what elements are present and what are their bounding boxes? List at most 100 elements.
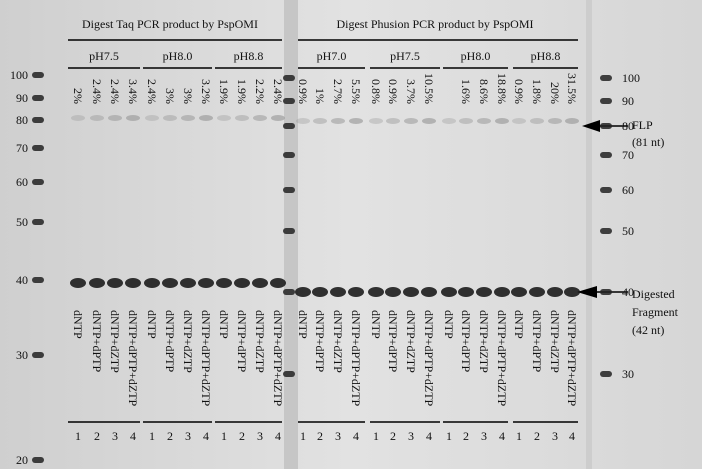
fragment-band xyxy=(547,287,563,297)
fragment-band xyxy=(348,287,364,297)
flp-band xyxy=(459,118,473,124)
percent-label: 1.9% xyxy=(217,79,231,104)
flp-band xyxy=(163,115,177,121)
lane-number: 4 xyxy=(203,429,209,443)
marker-label: 40 xyxy=(622,285,634,299)
lane-number: 1 xyxy=(221,429,227,443)
flp-band xyxy=(349,118,363,124)
lane-label: dNTP xyxy=(71,310,85,339)
fragment-band xyxy=(295,287,311,297)
marker-label: 90 xyxy=(16,91,28,105)
flp-band xyxy=(548,118,562,124)
lane-number: 1 xyxy=(75,429,81,443)
lane-number: 3 xyxy=(552,429,558,443)
percent-label: 1.8% xyxy=(530,79,544,104)
fragment-band xyxy=(70,278,86,288)
lane-label: dNTP+dPTP+dZTP xyxy=(126,310,140,407)
lane-number: 2 xyxy=(239,429,245,443)
ladder-band xyxy=(32,72,44,78)
lane-number: 1 xyxy=(373,429,379,443)
percent-label: 2.2% xyxy=(253,79,267,104)
flp-band xyxy=(235,115,249,121)
ladder-band xyxy=(600,187,612,193)
fragment-band xyxy=(89,278,105,288)
lane-label: dNTP xyxy=(512,310,526,339)
fragment-band xyxy=(511,287,527,297)
fragment-band xyxy=(144,278,160,288)
marker-label: 80 xyxy=(16,113,28,127)
percent-label: 1.6% xyxy=(459,79,473,104)
lane-label: dNTP xyxy=(369,310,383,339)
marker-label: 20 xyxy=(16,453,28,467)
lane-number: 2 xyxy=(390,429,396,443)
flp-band xyxy=(442,118,456,124)
lane-number: 4 xyxy=(353,429,359,443)
lane-number: 4 xyxy=(130,429,136,443)
flp-band xyxy=(90,115,104,121)
ph-label: pH8.8 xyxy=(234,49,264,63)
flp-band xyxy=(253,115,267,121)
ladder-band xyxy=(600,123,612,129)
fragment-band xyxy=(180,278,196,288)
flp-band xyxy=(477,118,491,124)
lane-number: 4 xyxy=(499,429,505,443)
lane-label: dNTP+dZTP xyxy=(181,310,195,373)
lane-number: 3 xyxy=(112,429,118,443)
lane-label: dNTP+dPTP+dZTP xyxy=(495,310,509,407)
ladder-band xyxy=(283,98,295,104)
ph-label: pH7.0 xyxy=(317,49,347,63)
marker-label: 100 xyxy=(10,68,28,82)
percent-label: 2% xyxy=(71,88,85,104)
ladder-band xyxy=(32,277,44,283)
flp-band xyxy=(145,115,159,121)
flp-band xyxy=(404,118,418,124)
percent-label: 0.9% xyxy=(512,79,526,104)
section-title: Digest Phusion PCR product by PspOMI xyxy=(336,17,533,31)
fragment-band xyxy=(476,287,492,297)
percent-label: 8.6% xyxy=(477,79,491,104)
percent-label: 2.7% xyxy=(331,79,345,104)
percent-label: 20% xyxy=(548,82,562,104)
lane-label: dNTP+dPTP xyxy=(163,310,177,372)
lane-label: dNTP+dZTP xyxy=(108,310,122,373)
percent-label: 31.5% xyxy=(565,73,579,104)
percent-label: 3.2% xyxy=(199,79,213,104)
marker-label: 40 xyxy=(16,273,28,287)
fragment-band xyxy=(421,287,437,297)
ph-label: pH8.0 xyxy=(163,49,193,63)
ladder-band xyxy=(283,123,295,129)
fragment-arrowhead xyxy=(577,286,597,298)
lane-number: 3 xyxy=(185,429,191,443)
lane-label: dNTP xyxy=(296,310,310,339)
lane-label: dNTP+dPTP+dZTP xyxy=(565,310,579,407)
ladder-band xyxy=(283,152,295,158)
fragment-band xyxy=(529,287,545,297)
percent-label: 2.4% xyxy=(108,79,122,104)
fragment-label: Fragment xyxy=(632,305,679,319)
lane-number: 4 xyxy=(569,429,575,443)
percent-label: 3% xyxy=(181,88,195,104)
marker-label: 90 xyxy=(622,94,634,108)
lane-label: dNTP+dZTP xyxy=(253,310,267,373)
percent-label: 1% xyxy=(313,88,327,104)
ladder-band xyxy=(32,145,44,151)
lane-label: dNTP+dPTP xyxy=(235,310,249,372)
lane-number: 4 xyxy=(426,429,432,443)
flp-label: FLP xyxy=(632,118,653,132)
flp-band xyxy=(512,118,526,124)
ladder-band xyxy=(283,289,295,295)
marker-label: 50 xyxy=(16,215,28,229)
fragment-band xyxy=(107,278,123,288)
flp-band xyxy=(296,118,310,124)
fragment-band xyxy=(403,287,419,297)
ph-label: pH7.5 xyxy=(89,49,119,63)
lane-label: dNTP+dPTP xyxy=(530,310,544,372)
ladder-band xyxy=(283,228,295,234)
fragment-band xyxy=(385,287,401,297)
marker-label: 70 xyxy=(16,141,28,155)
percent-label: 3.7% xyxy=(404,79,418,104)
lane-number: 2 xyxy=(534,429,540,443)
flp-band xyxy=(530,118,544,124)
fragment-band xyxy=(312,287,328,297)
